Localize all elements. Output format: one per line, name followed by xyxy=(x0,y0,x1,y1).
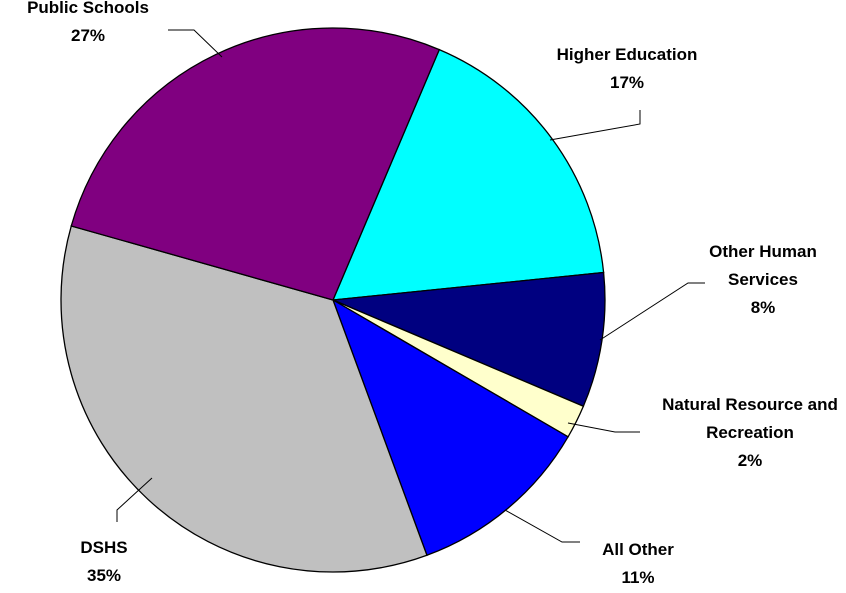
slice-label: Higher Education 17% xyxy=(537,41,717,97)
slice-value: 17% xyxy=(609,73,645,92)
slice-label: All Other 11% xyxy=(548,536,728,592)
leader-line xyxy=(549,110,641,141)
slice-name: Public Schools xyxy=(27,0,149,17)
pie-slice xyxy=(331,48,605,301)
leader-line xyxy=(599,282,705,341)
slice-name: DSHS xyxy=(80,538,128,557)
leader-line xyxy=(567,422,640,433)
slice-label: Other Human Services 8% xyxy=(706,238,821,322)
slice-value: 35% xyxy=(86,566,122,585)
pie-slice xyxy=(332,271,606,408)
slice-value: 27% xyxy=(70,26,106,45)
slice-value: 11% xyxy=(621,568,655,587)
slice-value: 8% xyxy=(750,298,776,317)
leader-line xyxy=(116,477,153,522)
slice-name: Natural Resource and Recreation xyxy=(662,395,838,442)
slice-label: Natural Resource and Recreation 2% xyxy=(655,391,845,475)
pie-slice xyxy=(60,225,428,573)
slice-name: All Other xyxy=(602,540,674,559)
pie-slice xyxy=(331,298,569,557)
slice-label: DSHS 35% xyxy=(44,534,164,590)
pie-slice xyxy=(70,27,441,301)
slice-name: Higher Education xyxy=(556,45,698,64)
leader-line xyxy=(504,509,580,543)
leader-line xyxy=(168,29,223,58)
slice-label: Public Schools 27% xyxy=(0,0,178,50)
slice-name: Other Human Services xyxy=(709,242,817,289)
slice-value: 2% xyxy=(737,451,763,470)
